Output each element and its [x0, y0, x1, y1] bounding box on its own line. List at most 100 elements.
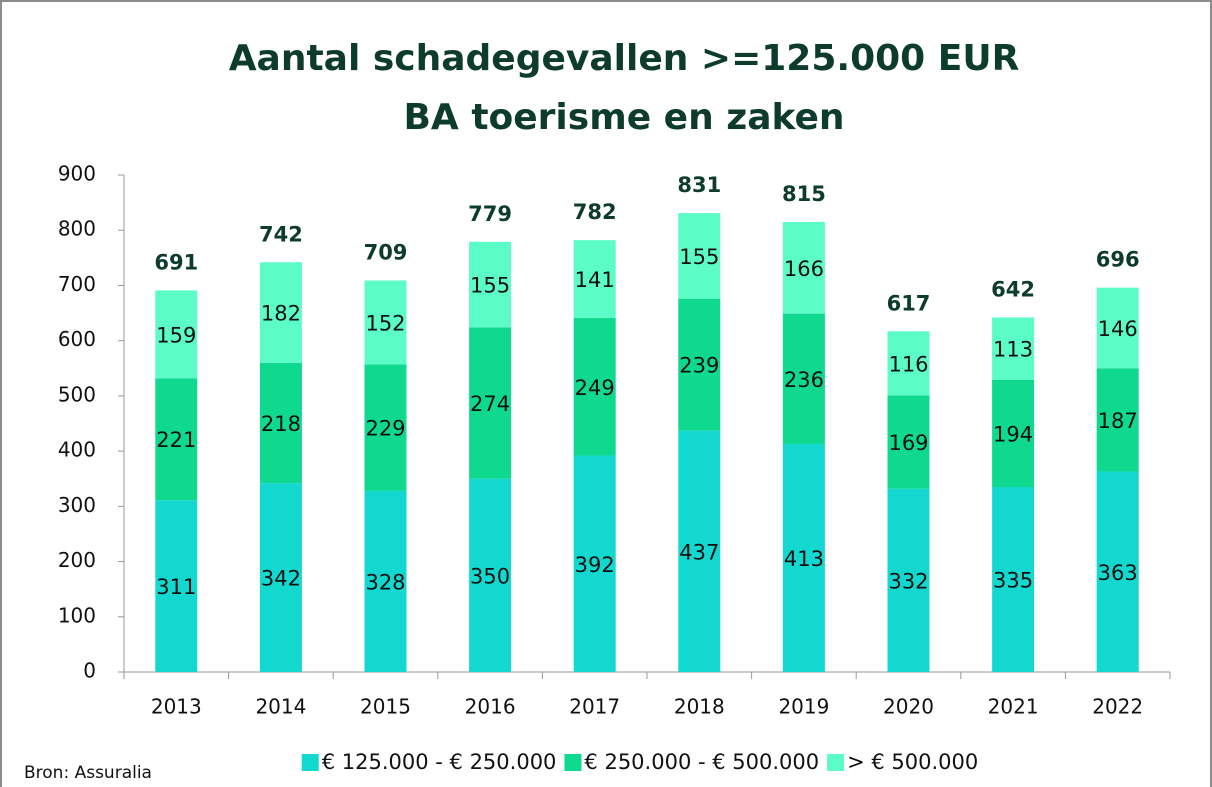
- legend-swatch: [564, 754, 582, 771]
- total-label: 709: [364, 240, 408, 264]
- data-label: 194: [993, 422, 1033, 446]
- total-label: 831: [677, 173, 721, 197]
- y-tick-label: 600: [58, 327, 96, 351]
- data-label: 342: [261, 567, 301, 591]
- data-label: 249: [575, 376, 615, 400]
- data-label: 169: [888, 431, 928, 455]
- data-label: 182: [261, 302, 301, 326]
- y-tick-label: 200: [58, 548, 96, 572]
- x-tick-label: 2013: [151, 695, 202, 719]
- x-tick-label: 2020: [883, 695, 934, 719]
- bar-segment: [678, 298, 721, 431]
- data-label: 413: [784, 547, 824, 571]
- data-label: 274: [470, 392, 510, 416]
- data-label: 239: [679, 354, 719, 378]
- bar-segment: [259, 483, 302, 672]
- bar-segment: [259, 262, 302, 363]
- bar-segment: [678, 213, 721, 299]
- bar-segment: [469, 327, 512, 479]
- data-label: 155: [679, 245, 719, 269]
- bar-segment: [573, 240, 616, 319]
- total-label: 815: [782, 182, 826, 206]
- x-tick-label: 2017: [569, 695, 620, 719]
- data-label: 113: [993, 338, 1033, 362]
- total-label: 742: [259, 222, 303, 246]
- data-label: 146: [1098, 317, 1138, 341]
- bar-segment: [573, 318, 616, 456]
- data-label: 229: [365, 417, 405, 441]
- bar-segment: [782, 443, 825, 672]
- bar-segment: [364, 280, 407, 365]
- y-tick-label: 400: [58, 438, 96, 462]
- data-label: 221: [156, 428, 196, 452]
- data-label: 311: [156, 575, 196, 599]
- bar-segment: [678, 430, 721, 672]
- bar-segment: [992, 379, 1035, 488]
- data-label: 437: [679, 540, 719, 564]
- total-label: 782: [573, 200, 617, 224]
- total-label: 779: [468, 202, 512, 226]
- legend-label: € 250.000 - € 500.000: [584, 750, 819, 774]
- data-label: 335: [993, 569, 1033, 593]
- bar-segment: [364, 490, 407, 672]
- y-tick-label: 100: [58, 603, 96, 627]
- bar-segment: [1096, 368, 1139, 472]
- data-label: 141: [575, 268, 615, 292]
- data-label: 116: [888, 352, 928, 376]
- x-tick-label: 2016: [465, 695, 516, 719]
- total-label: 642: [991, 277, 1035, 301]
- legend-label: > € 500.000: [847, 750, 978, 774]
- total-label: 617: [887, 291, 931, 315]
- bar-segment: [1096, 471, 1139, 672]
- x-tick-label: 2021: [988, 695, 1039, 719]
- bar-segment: [887, 395, 930, 489]
- bar-segment: [573, 455, 616, 672]
- data-label: 152: [365, 311, 405, 335]
- bar-segment: [469, 241, 512, 328]
- bar-segment: [364, 364, 407, 491]
- legend-swatch: [301, 754, 319, 771]
- x-tick-label: 2015: [360, 695, 411, 719]
- bar-segment: [992, 317, 1035, 380]
- x-tick-label: 2019: [778, 695, 829, 719]
- y-tick-label: 0: [83, 659, 96, 683]
- y-tick-label: 800: [58, 217, 96, 241]
- data-label: 236: [784, 368, 824, 392]
- source: Bron: Assuralia: [24, 763, 152, 783]
- chart-subtitle: BA toerisme en zaken: [403, 97, 844, 138]
- data-label: 392: [575, 553, 615, 577]
- y-tick-label: 700: [58, 272, 96, 296]
- y-tick-label: 300: [58, 493, 96, 517]
- bar-segment: [155, 290, 198, 379]
- data-label: 328: [365, 570, 405, 594]
- bar-segment: [155, 378, 198, 501]
- x-tick-label: 2022: [1092, 695, 1143, 719]
- data-label: 218: [261, 412, 301, 436]
- x-tick-label: 2014: [255, 695, 306, 719]
- bar-segment: [259, 362, 302, 484]
- legend-swatch: [827, 754, 845, 771]
- y-tick-label: 500: [58, 382, 96, 406]
- legend-label: € 125.000 - € 250.000: [322, 750, 557, 774]
- bar-segment: [469, 478, 512, 672]
- bar-segment: [1096, 287, 1139, 369]
- bar-segment: [887, 331, 930, 396]
- data-label: 166: [784, 257, 824, 281]
- bar-segment: [155, 500, 198, 672]
- bar-segment: [782, 221, 825, 314]
- total-label: 696: [1096, 248, 1140, 272]
- data-label: 363: [1098, 561, 1138, 585]
- total-label: 691: [154, 250, 198, 274]
- data-label: 159: [156, 323, 196, 347]
- y-tick-label: 900: [58, 162, 96, 186]
- bar-segment: [887, 488, 930, 672]
- bar-segment: [782, 313, 825, 444]
- data-label: 332: [888, 569, 928, 593]
- data-label: 350: [470, 564, 510, 588]
- data-label: 155: [470, 274, 510, 298]
- chart-title: Aantal schadegevallen >=125.000 EUR: [229, 38, 1020, 79]
- x-tick-label: 2018: [674, 695, 725, 719]
- bar-segment: [992, 487, 1035, 672]
